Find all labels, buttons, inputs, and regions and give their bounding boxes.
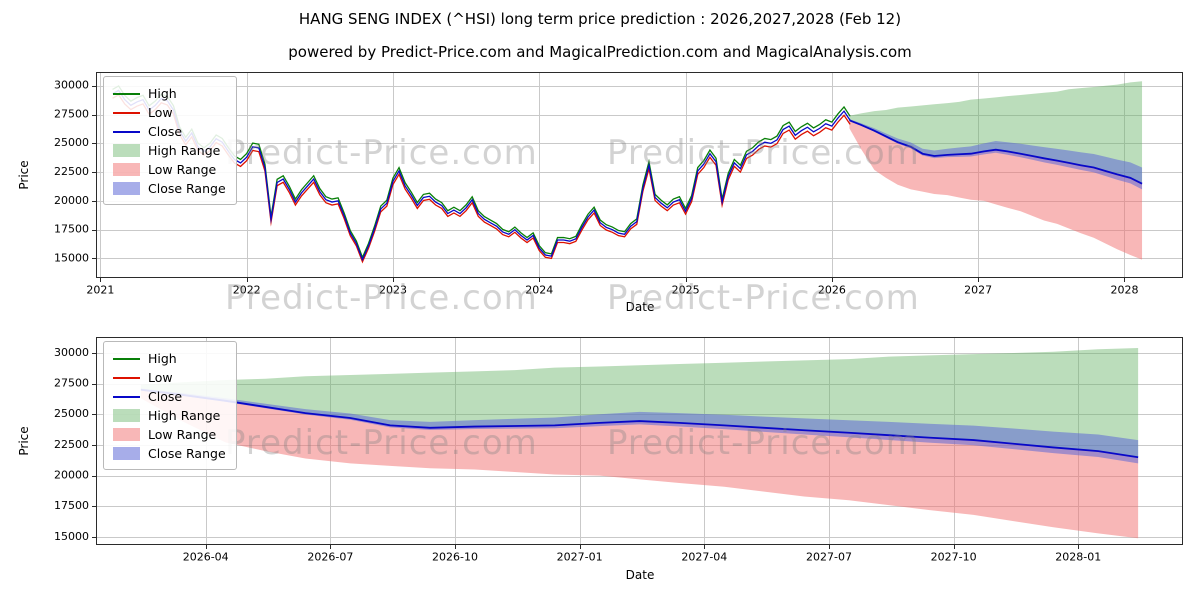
legend: High Low Close High Range Low Range Close Ran… — [103, 341, 237, 470]
legend-item: High Range — [113, 141, 226, 160]
chart-title: HANG SENG INDEX (^HSI) long term price p… — [298, 10, 902, 28]
legend-label: Low — [148, 105, 173, 120]
legend-item: Close — [113, 122, 226, 141]
legend-item: Close — [113, 387, 226, 406]
legend-swatch — [113, 376, 140, 379]
legend-label: Low — [148, 370, 173, 385]
legend-label: Close — [148, 389, 183, 404]
legend-swatch — [113, 130, 140, 133]
legend-swatch — [113, 111, 140, 114]
legend-item: Low Range — [113, 425, 226, 444]
legend-label: Close — [148, 124, 183, 139]
x-axis-label-bottom: Date — [625, 568, 655, 582]
legend-label: High — [148, 351, 177, 366]
y-axis-label-top: Price — [17, 160, 31, 190]
legend-item: Close Range — [113, 444, 226, 463]
legend-swatch — [113, 163, 140, 176]
legend-swatch — [113, 447, 140, 460]
legend-item: Low — [113, 368, 226, 387]
legend-swatch — [113, 144, 140, 157]
legend-label: Close Range — [148, 181, 226, 196]
legend-item: High — [113, 349, 226, 368]
legend-label: High — [148, 86, 177, 101]
legend-label: Low Range — [148, 162, 217, 177]
legend-swatch — [113, 409, 140, 422]
chart-subtitle: powered by Predict-Price.com and Magical… — [288, 43, 912, 61]
legend-label: Low Range — [148, 427, 217, 442]
legend-swatch — [113, 92, 140, 95]
legend-swatch — [113, 428, 140, 441]
legend-item: Close Range — [113, 179, 226, 198]
y-axis-label-bottom: Price — [17, 426, 31, 456]
legend-swatch — [113, 357, 140, 360]
legend-label: High Range — [148, 143, 221, 158]
legend-label: Close Range — [148, 446, 226, 461]
legend-item: Low — [113, 103, 226, 122]
legend-item: High Range — [113, 406, 226, 425]
legend-item: High — [113, 84, 226, 103]
legend-swatch — [113, 182, 140, 195]
legend-item: Low Range — [113, 160, 226, 179]
legend: High Low Close High Range Low Range Close Ran… — [103, 76, 237, 205]
legend-label: High Range — [148, 408, 221, 423]
legend-swatch — [113, 395, 140, 398]
x-axis-label-top: Date — [625, 300, 655, 314]
